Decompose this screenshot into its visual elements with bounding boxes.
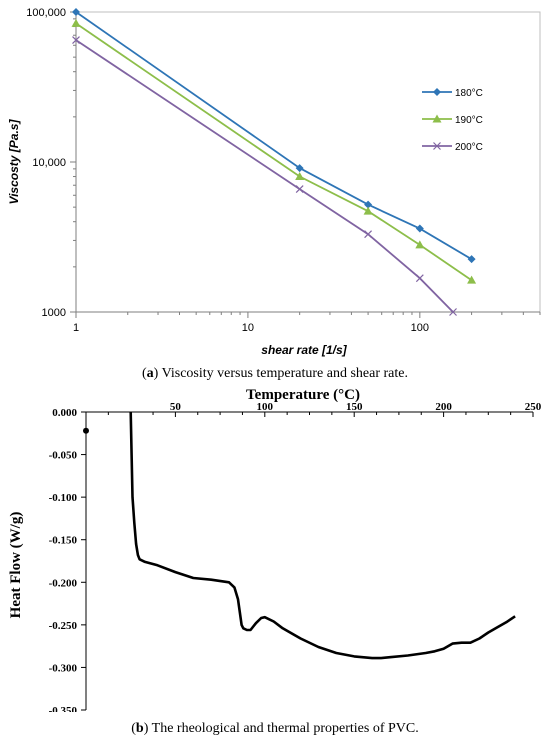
heat-flow-curve xyxy=(129,411,516,660)
data-point xyxy=(72,8,80,16)
caption-a: (a) Viscosity versus temperature and she… xyxy=(142,366,408,381)
y-tick-label: 10,000 xyxy=(32,157,66,169)
data-point xyxy=(433,142,441,150)
svg-text:(a) Viscosity versus temperatu: (a) Viscosity versus temperature and she… xyxy=(142,366,408,381)
legend-label: 180°C xyxy=(455,88,483,99)
data-point xyxy=(467,255,476,264)
data-point xyxy=(415,240,425,249)
caption-b-text: The rheological and thermal properties o… xyxy=(148,721,418,736)
legend-label: 200°C xyxy=(455,142,483,153)
x-tick-label: 150 xyxy=(346,401,363,413)
legend: 180°C 190°C 200°C xyxy=(422,88,483,153)
data-point xyxy=(415,224,424,233)
y-tick-label: -0.350 xyxy=(49,705,78,712)
plot-area-frame xyxy=(75,11,541,313)
y-tick-label: -0.150 xyxy=(49,535,78,547)
data-point xyxy=(432,114,442,123)
y-tick-label: -0.250 xyxy=(49,620,78,632)
y-tick-label: 0.000 xyxy=(52,407,77,419)
data-point xyxy=(295,164,304,173)
series-line xyxy=(75,39,454,313)
y-tick-label: -0.100 xyxy=(49,492,78,504)
y-tick-label: -0.300 xyxy=(49,662,78,674)
x-axis-title: shear rate [1/s] xyxy=(261,343,347,357)
data-point xyxy=(449,308,457,316)
series-line xyxy=(75,22,473,281)
caption-b: (b) The rheological and thermal properti… xyxy=(131,721,418,736)
x-tick-label: 200 xyxy=(435,401,452,413)
legend-label: 190°C xyxy=(455,115,483,126)
data-point xyxy=(295,172,305,181)
x-tick-label: 100 xyxy=(411,322,429,334)
data-point xyxy=(467,275,477,284)
data-point xyxy=(363,206,373,215)
data-point xyxy=(72,36,80,44)
y-tick-label: 100,000 xyxy=(26,7,66,19)
origin-marker xyxy=(83,427,89,434)
data-point xyxy=(364,230,373,239)
x-tick-label: 100 xyxy=(257,401,274,413)
data-point xyxy=(71,18,81,27)
series-line xyxy=(75,11,473,260)
x-tick-label: 250 xyxy=(525,401,542,413)
data-point xyxy=(295,185,304,193)
data-point xyxy=(364,200,373,209)
x-tick-label: 1 xyxy=(73,322,79,334)
caption-a-text: Viscosity versus temperature and shear r… xyxy=(158,366,408,381)
data-point xyxy=(415,274,424,283)
y-tick-label: 1000 xyxy=(42,307,66,319)
caption-a-letter: a xyxy=(147,366,154,381)
caption-b-letter: b xyxy=(136,721,144,736)
y-axis-title: Heat Flow (W/g) xyxy=(8,512,24,619)
y-tick-label: -0.200 xyxy=(49,577,78,589)
top-axis-title: Temperature (°C) xyxy=(246,387,360,403)
x-tick-label: 10 xyxy=(242,322,254,334)
heat-flow-chart: Temperature (°C) 50 100 150 200 250 0.000 -0.0… xyxy=(8,387,542,712)
y-tick-label: -0.050 xyxy=(49,450,78,462)
data-point xyxy=(433,88,441,96)
x-tick-label: 50 xyxy=(170,401,182,413)
svg-text:(b) The rheological and therma: (b) The rheological and thermal properti… xyxy=(131,721,418,736)
y-axis-title: Viscosty [Pa.s] xyxy=(7,119,21,205)
